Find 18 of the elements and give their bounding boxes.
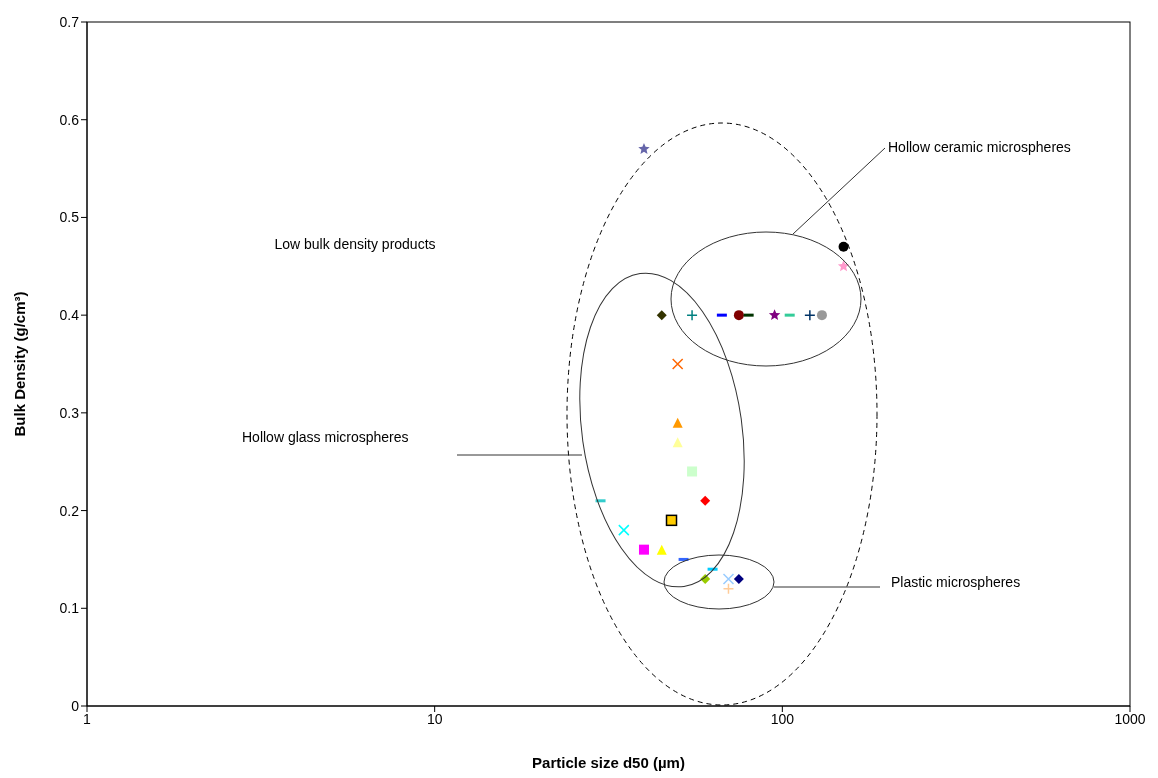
y-tick-label: 0.6 <box>59 111 80 128</box>
y-tick-label: 0 <box>71 697 80 714</box>
y-tick-label: 0.7 <box>59 13 80 30</box>
x-axis-title: Particle size d50 (µm) <box>532 754 685 771</box>
x-tick-label: 1000 <box>1114 710 1146 727</box>
annotation: Plastic microspheres <box>891 573 1022 591</box>
y-axis-title: Bulk Density (g/cm³) <box>11 291 29 437</box>
y-tick-label: 0.5 <box>59 209 80 226</box>
annotation: Hollow glass microspheres <box>242 428 410 446</box>
x-tick-label: 1 <box>83 710 92 727</box>
x-tick-label: 10 <box>426 710 443 727</box>
y-tick-label: 0.4 <box>59 307 80 324</box>
x-tick-label: 100 <box>770 710 795 727</box>
y-tick-label: 0.1 <box>59 600 80 617</box>
y-tick-label: 0.2 <box>59 502 80 519</box>
annotation: Hollow ceramic microspheres <box>888 138 1072 156</box>
annotation: Low bulk density products <box>273 235 437 253</box>
y-tick-label: 0.3 <box>59 404 80 421</box>
